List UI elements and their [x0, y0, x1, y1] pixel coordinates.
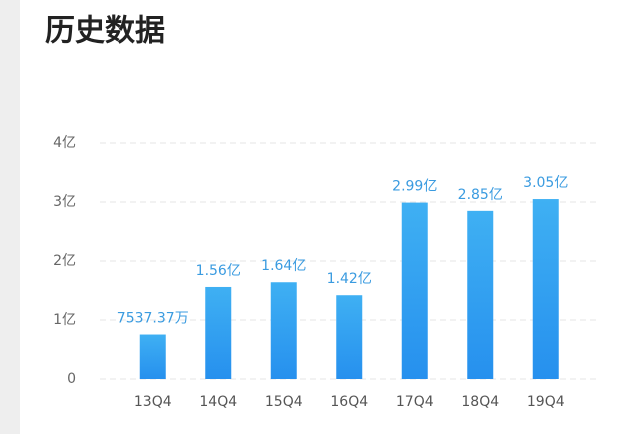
- value-label: 2.85亿: [458, 187, 503, 203]
- x-tick-label: 13Q4: [134, 394, 172, 410]
- x-tick-label: 17Q4: [396, 394, 434, 410]
- bar: [401, 202, 428, 379]
- x-tick-label: 19Q4: [527, 394, 565, 410]
- y-tick-label: 1亿: [53, 312, 76, 328]
- bar: [270, 282, 297, 379]
- side-strip: [0, 0, 20, 434]
- y-tick-label: 3亿: [53, 194, 76, 210]
- x-tick-label: 14Q4: [199, 394, 237, 410]
- bar: [467, 210, 494, 379]
- bar: [205, 286, 232, 379]
- x-tick-label: 15Q4: [265, 394, 303, 410]
- x-tick-label: 16Q4: [330, 394, 368, 410]
- value-label: 1.56亿: [196, 263, 241, 279]
- bar: [139, 334, 166, 379]
- value-label: 2.99亿: [392, 179, 437, 195]
- x-tick-label: 18Q4: [461, 394, 499, 410]
- value-label: 1.64亿: [261, 258, 306, 274]
- value-label: 3.05亿: [523, 175, 568, 191]
- y-tick-label: 4亿: [53, 135, 76, 151]
- y-tick-label: 0: [67, 371, 76, 387]
- bar: [336, 295, 363, 379]
- y-tick-label: 2亿: [53, 253, 76, 269]
- chart-title: 历史数据: [45, 14, 165, 49]
- value-label: 1.42亿: [327, 271, 372, 287]
- value-label: 7537.37万: [117, 311, 189, 327]
- bar: [532, 199, 559, 379]
